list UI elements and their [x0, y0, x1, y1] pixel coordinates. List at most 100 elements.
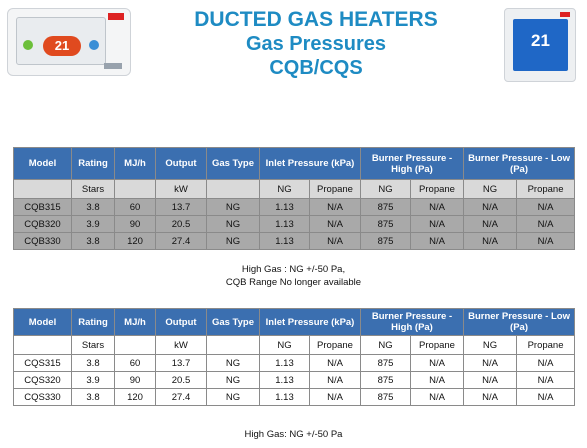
column-header: MJ/h: [114, 308, 156, 336]
unit-cell: [114, 179, 156, 199]
column-header: Gas Type: [206, 308, 260, 336]
column-header: Burner Pressure - Low (Pa): [463, 147, 576, 180]
status-dot-icon: [23, 40, 33, 50]
column-header: Output: [155, 308, 207, 336]
title-line-1: DUCTED GAS HEATERS: [194, 8, 438, 31]
table-cell: 875: [360, 371, 411, 389]
table-cell: 1.13: [259, 354, 310, 372]
table-cell: NG: [206, 215, 260, 233]
table-cell: N/A: [516, 232, 576, 250]
cqs-pressure-table: Model Rating MJ/h Output Gas Type Inlet …: [13, 308, 576, 406]
table-row: CQB320 3.9 90 20.5 NG 1.13 N/A 875 N/A N…: [13, 215, 576, 233]
table-cell: 1.13: [259, 215, 310, 233]
table-cell: N/A: [516, 388, 576, 406]
unit-cell: NG: [463, 179, 518, 199]
unit-cell: [206, 179, 260, 199]
column-header: Model: [13, 147, 72, 180]
unit-cell: Propane: [309, 335, 361, 355]
column-header: Output: [155, 147, 207, 180]
gas-note: High Gas: NG +/-50 Pa: [0, 428, 587, 441]
column-header: Inlet Pressure (kPa): [259, 308, 361, 336]
table-cell: N/A: [309, 354, 361, 372]
table-cell: N/A: [516, 215, 576, 233]
table-cell: N/A: [309, 388, 361, 406]
table-cell: 875: [360, 388, 411, 406]
units-row: Stars kW NG Propane NG Propane NG Propan…: [13, 335, 576, 355]
unit-cell: NG: [360, 179, 411, 199]
table-cell: N/A: [463, 232, 518, 250]
table-cell: 875: [360, 354, 411, 372]
temperature-display: 21: [531, 31, 550, 50]
table-cell: 3.8: [71, 354, 115, 372]
unit-cell: Propane: [309, 179, 361, 199]
table-row: CQS320 3.9 90 20.5 NG 1.13 N/A 875 N/A N…: [13, 371, 576, 389]
table-cell: 875: [360, 232, 411, 250]
table-cell: 120: [114, 388, 156, 406]
unit-cell: [206, 335, 260, 355]
table-header-row: Model Rating MJ/h Output Gas Type Inlet …: [13, 308, 576, 336]
note-line: High Gas : NG +/-50 Pa,: [241, 264, 346, 275]
table-cell: 875: [360, 215, 411, 233]
page-title: DUCTED GAS HEATERS Gas Pressures CQB/CQS: [130, 8, 502, 80]
table-cell: N/A: [309, 232, 361, 250]
table-cell: 3.9: [71, 371, 115, 389]
title-line-3: CQB/CQS: [269, 57, 363, 79]
table-cell: CQB330: [13, 232, 72, 250]
gas-note: High Gas : NG +/-50 Pa, CQB Range No lon…: [0, 263, 587, 289]
table-cell: N/A: [409, 371, 465, 389]
unit-cell: Stars: [71, 335, 115, 355]
column-header: Gas Type: [206, 147, 260, 180]
table-cell: NG: [206, 232, 260, 250]
table-row: CQB330 3.8 120 27.4 NG 1.13 N/A 875 N/A …: [13, 232, 576, 250]
column-header: MJ/h: [114, 147, 156, 180]
table-cell: 1.13: [259, 232, 310, 250]
table-cell: CQS315: [13, 354, 72, 372]
column-header: Burner Pressure - Low (Pa): [463, 308, 576, 336]
table-cell: N/A: [409, 215, 465, 233]
unit-cell: NG: [259, 179, 310, 199]
unit-cell: Propane: [409, 335, 465, 355]
wall-controller-image-right: 21: [504, 8, 576, 82]
table-cell: CQB315: [13, 198, 72, 216]
table-cell: 27.4: [155, 232, 207, 250]
table-cell: 875: [360, 198, 411, 216]
lcd-display: 21: [513, 19, 568, 71]
unit-cell: [13, 179, 72, 199]
units-row: Stars kW NG Propane NG Propane NG Propan…: [13, 179, 576, 199]
table-cell: 3.8: [71, 198, 115, 216]
unit-cell: [13, 335, 72, 355]
table-cell: NG: [206, 198, 260, 216]
table-row: CQB315 3.8 60 13.7 NG 1.13 N/A 875 N/A N…: [13, 198, 576, 216]
table-cell: 3.8: [71, 388, 115, 406]
table-cell: N/A: [516, 371, 576, 389]
table-cell: 60: [114, 354, 156, 372]
table-cell: N/A: [463, 371, 518, 389]
table-cell: NG: [206, 354, 260, 372]
table-cell: N/A: [309, 215, 361, 233]
brand-logo-icon: [108, 13, 124, 20]
table-cell: 1.13: [259, 371, 310, 389]
table-cell: NG: [206, 371, 260, 389]
table-cell: 20.5: [155, 371, 207, 389]
wall-controller-image-left: 21: [7, 8, 131, 76]
table-cell: 3.9: [71, 215, 115, 233]
table-cell: N/A: [463, 354, 518, 372]
controller-screen: 21: [16, 17, 106, 65]
table-cell: CQS320: [13, 371, 72, 389]
table-cell: N/A: [463, 388, 518, 406]
table-row: CQS330 3.8 120 27.4 NG 1.13 N/A 875 N/A …: [13, 388, 576, 406]
brand-logo-icon: [560, 12, 570, 17]
unit-cell: NG: [463, 335, 518, 355]
table-cell: 13.7: [155, 354, 207, 372]
note-line: High Gas: NG +/-50 Pa: [244, 429, 343, 440]
table-cell: 13.7: [155, 198, 207, 216]
table-cell: N/A: [409, 388, 465, 406]
status-dot-icon: [89, 40, 99, 50]
table-cell: N/A: [409, 198, 465, 216]
table-cell: 60: [114, 198, 156, 216]
table-cell: 3.8: [71, 232, 115, 250]
column-header: Inlet Pressure (kPa): [259, 147, 361, 180]
table-cell: N/A: [516, 354, 576, 372]
unit-cell: [114, 335, 156, 355]
column-header: Burner Pressure -High (Pa): [359, 147, 465, 180]
